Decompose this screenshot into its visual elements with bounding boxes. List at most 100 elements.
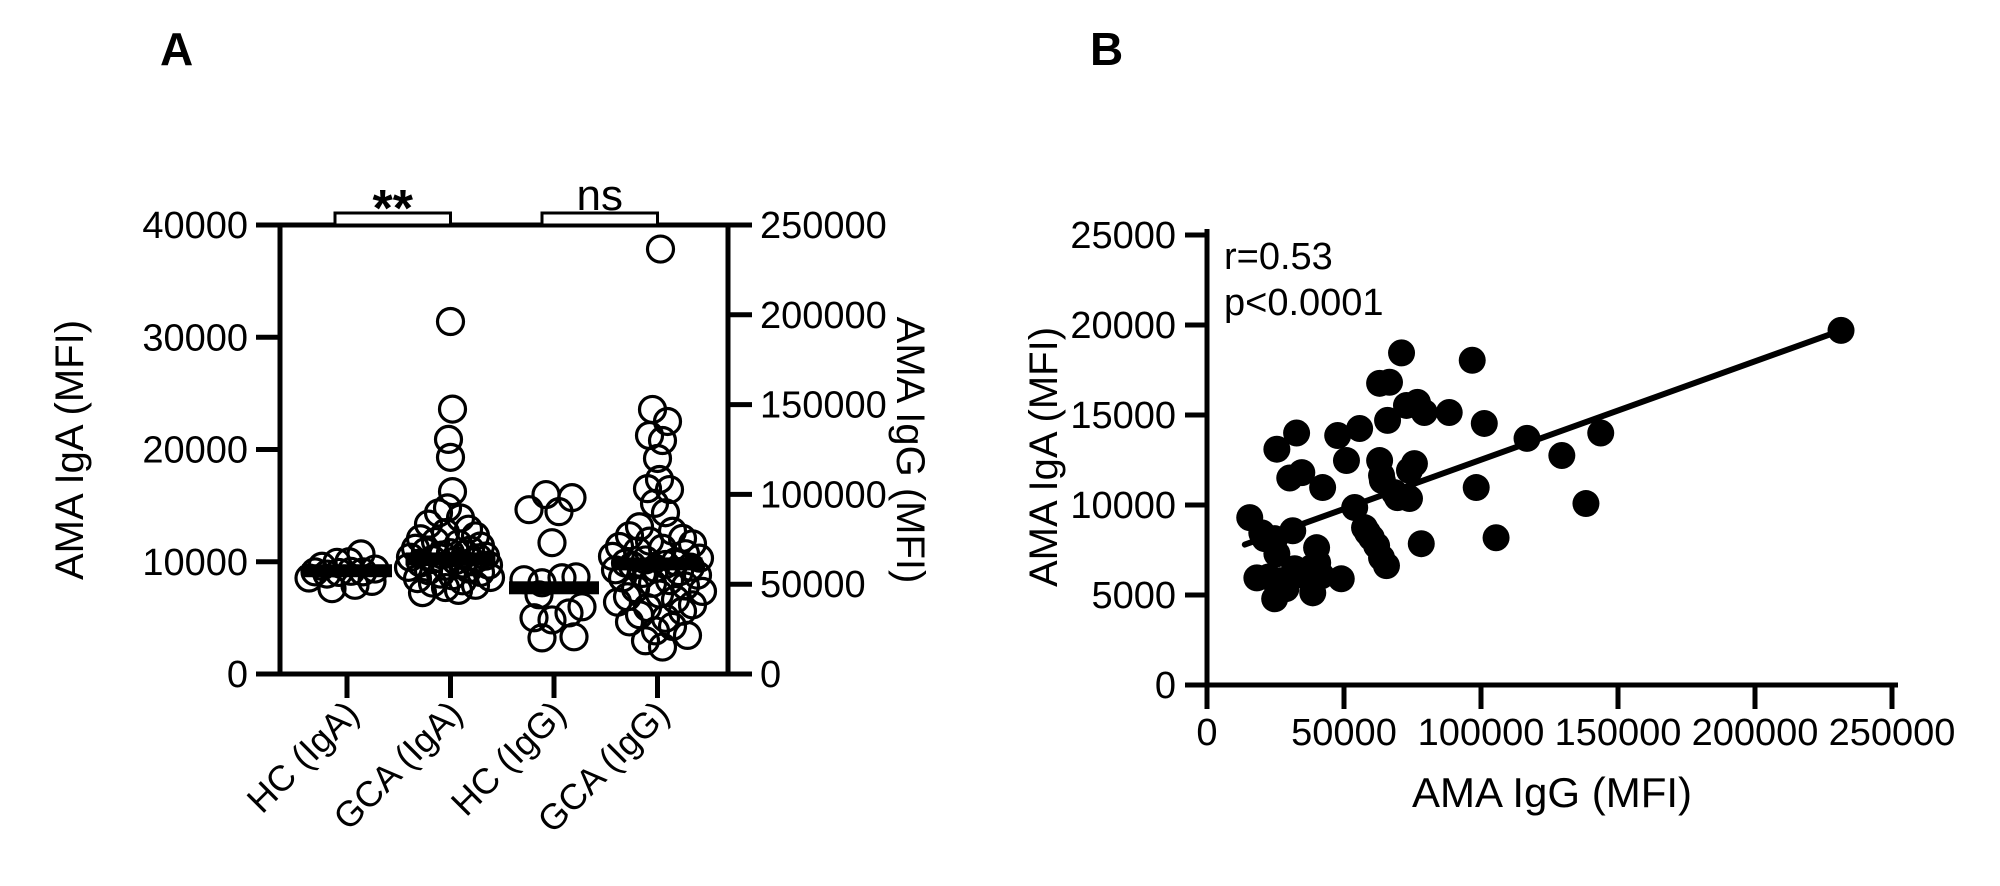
data-point-open-circle (407, 578, 438, 608)
data-point-open-circle (430, 572, 461, 603)
data-point-filled-circle (1462, 474, 1490, 502)
significance-label: ns (577, 171, 623, 220)
panel-b-y-tick-label: 20000 (1070, 305, 1176, 347)
panel-a-right-tick-label: 250000 (760, 205, 887, 247)
data-point-open-circle (559, 622, 589, 652)
data-point-filled-circle (1279, 517, 1307, 545)
data-point-open-circle (627, 558, 658, 589)
data-point-open-circle (473, 550, 504, 580)
data-point-open-circle (647, 425, 678, 456)
data-point-open-circle (413, 509, 444, 539)
data-point-filled-circle (1324, 422, 1352, 450)
data-point-open-circle (527, 623, 557, 653)
data-point-open-circle (435, 306, 466, 337)
panel-b-y-tick-label: 0 (1155, 665, 1176, 707)
correlation-p-annotation: p<0.0001 (1224, 282, 1384, 324)
data-point-filled-circle (1288, 459, 1316, 487)
data-point-filled-circle (1410, 398, 1438, 426)
data-point-open-circle (630, 626, 661, 656)
data-point-filled-circle (1827, 316, 1855, 344)
panel-b-x-tick-label: 0 (1196, 712, 1217, 754)
data-point-filled-circle (1375, 368, 1403, 396)
data-point-filled-circle (1346, 415, 1374, 442)
data-point-filled-circle (1400, 450, 1428, 478)
data-point-open-circle (547, 563, 577, 593)
data-point-open-circle (519, 603, 549, 633)
panel-b-y-tick-label: 15000 (1070, 395, 1176, 437)
data-point-open-circle (614, 607, 645, 637)
data-point-open-circle (640, 616, 671, 646)
significance-bracket (540, 211, 659, 227)
panel-a-left-tick-label: 40000 (142, 205, 248, 247)
panel-a-left-axis-title: AMA IgA (MFI) (48, 319, 92, 581)
data-point-filled-circle (1341, 494, 1369, 522)
data-point-filled-circle (1587, 419, 1615, 447)
data-point-open-circle (435, 442, 466, 472)
panel-a-left-tick-label: 0 (227, 654, 248, 696)
data-point-filled-circle (1332, 447, 1360, 475)
data-point-filled-circle (1374, 406, 1402, 434)
data-point-filled-circle (1482, 524, 1510, 552)
data-point-open-circle (531, 479, 561, 510)
data-point-open-circle (417, 568, 448, 598)
data-point-open-circle (664, 557, 695, 587)
data-point-open-circle (514, 495, 544, 525)
data-point-filled-circle (1327, 565, 1355, 593)
data-point-filled-circle (1572, 490, 1600, 518)
data-point-filled-circle (1263, 540, 1291, 568)
data-point-open-circle (340, 570, 370, 600)
data-point-open-circle (614, 521, 645, 551)
panel-a-plot: 0 10000 20000 30000 40000 0 50000 100000 150000 2… (142, 171, 886, 840)
significance-bracket (333, 211, 452, 227)
data-point-filled-circle (1458, 346, 1486, 374)
data-point-open-circle (346, 539, 376, 569)
panel-a-right-tick-label: 100000 (760, 474, 887, 516)
panel-b-y-axis-title: AMA IgA (MFI) (1022, 326, 1066, 588)
data-point-open-circle (437, 394, 468, 424)
panel-b-x-tick-label: 100000 (1418, 712, 1545, 754)
data-point-filled-circle (1548, 442, 1576, 469)
data-point-open-circle (524, 580, 554, 610)
data-point-open-circle (652, 406, 683, 437)
data-point-filled-circle (1470, 409, 1498, 437)
data-point-filled-circle (1372, 552, 1400, 580)
data-point-open-circle (645, 234, 676, 264)
panel-b-y-tick-label: 5000 (1091, 575, 1176, 617)
significance-label: ** (373, 180, 414, 238)
data-point-open-circle (544, 497, 574, 527)
data-point-open-circle (650, 498, 681, 528)
data-point-open-circle (357, 566, 387, 596)
data-point-open-circle (437, 476, 468, 507)
data-point-filled-circle (1407, 530, 1435, 558)
panel-a-right-tick-label: 0 (760, 654, 781, 696)
panel-a-right-axis-title: AMA IgG (MFI) (888, 316, 932, 584)
data-point-open-circle (647, 632, 678, 662)
data-point-filled-circle (1283, 419, 1311, 447)
data-point-open-circle (509, 565, 539, 595)
panel-b-label: B (1090, 23, 1124, 75)
panel-b-y-tick-label: 25000 (1070, 215, 1176, 257)
panel-b-x-tick-label: 50000 (1291, 712, 1397, 754)
panel-a-label: A (160, 23, 194, 75)
data-point-open-circle (443, 575, 474, 605)
data-point-open-circle (425, 559, 456, 589)
panel-a-left-tick-label: 10000 (142, 542, 248, 584)
data-point-filled-circle (1513, 424, 1541, 452)
data-point-open-circle (475, 562, 506, 593)
panel-b-axes (1204, 229, 1898, 688)
panel-a-right-tick-label: 200000 (760, 295, 887, 337)
data-point-open-circle (632, 474, 663, 504)
panel-b-y-tick-label: 10000 (1070, 485, 1176, 527)
panel-b-x-axis-title: AMA IgG (MFI) (1411, 769, 1693, 816)
correlation-r-annotation: r=0.53 (1224, 236, 1333, 278)
panel-a-right-tick-label: 50000 (760, 564, 866, 606)
panel-a-left-tick-label: 20000 (142, 430, 248, 472)
data-point-open-circle (317, 574, 347, 604)
panel-b-x-tick-label: 200000 (1692, 712, 1819, 754)
data-point-open-circle (672, 620, 703, 650)
data-point-open-circle (642, 443, 673, 474)
data-point-open-circle (420, 526, 451, 557)
panel-a-right-tick-label: 150000 (760, 385, 887, 427)
